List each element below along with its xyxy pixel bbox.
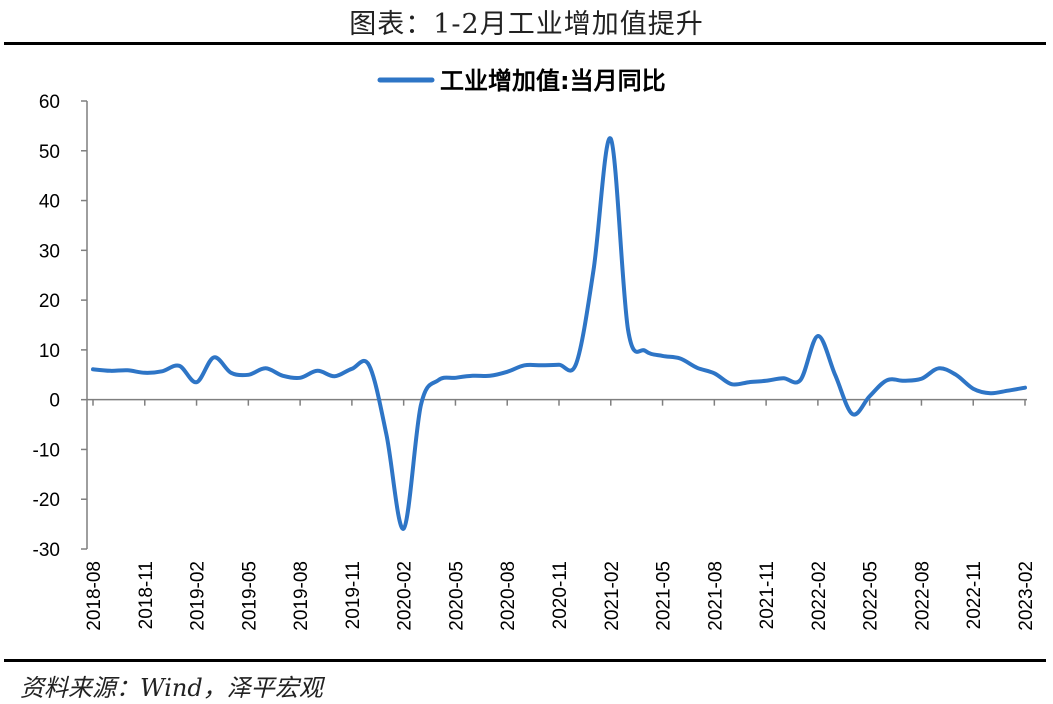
y-tick-label: -30 bbox=[33, 540, 60, 561]
x-tick-label: 2021-05 bbox=[654, 561, 675, 631]
data-point bbox=[402, 527, 406, 531]
data-point bbox=[592, 268, 596, 272]
data-point bbox=[747, 380, 751, 384]
legend-label: 工业增加值:当月同比 bbox=[440, 67, 666, 95]
data-point bbox=[350, 367, 354, 371]
series-line bbox=[91, 136, 1027, 531]
x-tick-label: 2022-08 bbox=[912, 561, 933, 631]
x-tick-label: 2018-08 bbox=[84, 561, 105, 631]
y-tick-label: 0 bbox=[49, 391, 60, 412]
data-point bbox=[954, 373, 958, 377]
data-point bbox=[971, 387, 975, 391]
data-point bbox=[315, 369, 319, 373]
x-tick-label: 2020-08 bbox=[498, 561, 519, 631]
x-tick-label: 2018-11 bbox=[136, 561, 157, 629]
data-point bbox=[333, 374, 337, 378]
data-point bbox=[540, 363, 544, 367]
data-point bbox=[126, 368, 130, 372]
data-point bbox=[522, 363, 526, 367]
legend: 工业增加值:当月同比 bbox=[377, 67, 666, 95]
data-point bbox=[764, 379, 768, 383]
y-axis: 60 50 40 30 20 10 0 -10 -20 -30 bbox=[33, 92, 87, 561]
data-point bbox=[574, 361, 578, 365]
data-point bbox=[661, 354, 665, 358]
data-points bbox=[91, 137, 1027, 531]
data-point bbox=[264, 366, 268, 370]
y-tick-label: -10 bbox=[33, 440, 60, 461]
data-point bbox=[143, 371, 147, 375]
x-tick-label: 2022-02 bbox=[809, 561, 830, 631]
x-tick-label: 2019-11 bbox=[343, 561, 364, 629]
bottom-rule bbox=[4, 659, 1046, 662]
data-point bbox=[902, 379, 906, 383]
data-point bbox=[643, 349, 647, 353]
data-point bbox=[626, 327, 630, 331]
data-point bbox=[868, 394, 872, 398]
axes bbox=[86, 101, 1027, 549]
data-point bbox=[833, 373, 837, 377]
data-point bbox=[212, 355, 216, 359]
data-point bbox=[488, 374, 492, 378]
data-point bbox=[108, 369, 112, 373]
data-point bbox=[678, 356, 682, 360]
data-point bbox=[937, 366, 941, 370]
data-point bbox=[453, 376, 457, 380]
x-tick-label: 2021-08 bbox=[705, 561, 726, 631]
data-point bbox=[988, 391, 992, 395]
y-tick-label: 30 bbox=[39, 241, 60, 262]
data-point bbox=[1006, 389, 1010, 393]
data-point bbox=[609, 137, 613, 141]
x-axis: 2018-08 2018-11 2019-02 2019-05 2019-08 2019-… bbox=[84, 399, 1037, 631]
data-point bbox=[885, 378, 889, 382]
data-point bbox=[557, 363, 561, 367]
data-point bbox=[712, 371, 716, 375]
data-point bbox=[281, 374, 285, 378]
x-tick-label: 2019-05 bbox=[239, 561, 260, 631]
top-rule bbox=[4, 42, 1046, 45]
data-point bbox=[229, 371, 233, 375]
x-tick-label: 2019-08 bbox=[291, 561, 312, 631]
data-point bbox=[695, 366, 699, 370]
data-point bbox=[816, 334, 820, 338]
x-tick-label: 2020-05 bbox=[446, 561, 467, 631]
y-tick-label: 20 bbox=[39, 291, 60, 312]
data-point bbox=[367, 363, 371, 367]
data-point bbox=[919, 377, 923, 381]
x-tick-label: 2021-11 bbox=[757, 561, 778, 629]
x-tick-label: 2023-02 bbox=[1016, 561, 1037, 631]
x-tick-label: 2022-05 bbox=[861, 561, 882, 631]
data-point bbox=[505, 370, 509, 374]
data-point bbox=[298, 376, 302, 380]
data-point bbox=[799, 378, 803, 382]
x-tick-label: 2020-02 bbox=[395, 561, 416, 631]
data-point bbox=[730, 382, 734, 386]
source-note: 资料来源：Wind，泽平宏观 bbox=[20, 674, 323, 702]
data-point bbox=[436, 378, 440, 382]
y-tick-label: 50 bbox=[39, 142, 60, 163]
data-point bbox=[419, 403, 423, 407]
y-tick-label: 10 bbox=[39, 341, 60, 362]
data-point bbox=[471, 374, 475, 378]
data-point bbox=[160, 369, 164, 373]
x-tick-label: 2020-11 bbox=[550, 561, 571, 629]
data-point bbox=[246, 373, 250, 377]
x-tick-label: 2021-02 bbox=[602, 561, 623, 631]
y-tick-label: -20 bbox=[33, 490, 60, 511]
data-point bbox=[781, 376, 785, 380]
data-point bbox=[384, 433, 388, 437]
y-tick-label: 40 bbox=[39, 192, 60, 213]
data-point bbox=[177, 364, 181, 368]
x-tick-label: 2022-11 bbox=[964, 561, 985, 629]
y-tick-label: 60 bbox=[39, 92, 60, 113]
data-point bbox=[91, 367, 95, 371]
figure-title: 图表：1-2月工业增加值提升 bbox=[349, 9, 704, 40]
x-tick-label: 2019-02 bbox=[188, 561, 209, 631]
data-point bbox=[195, 380, 199, 384]
data-point bbox=[850, 412, 854, 416]
data-point bbox=[1023, 386, 1027, 390]
